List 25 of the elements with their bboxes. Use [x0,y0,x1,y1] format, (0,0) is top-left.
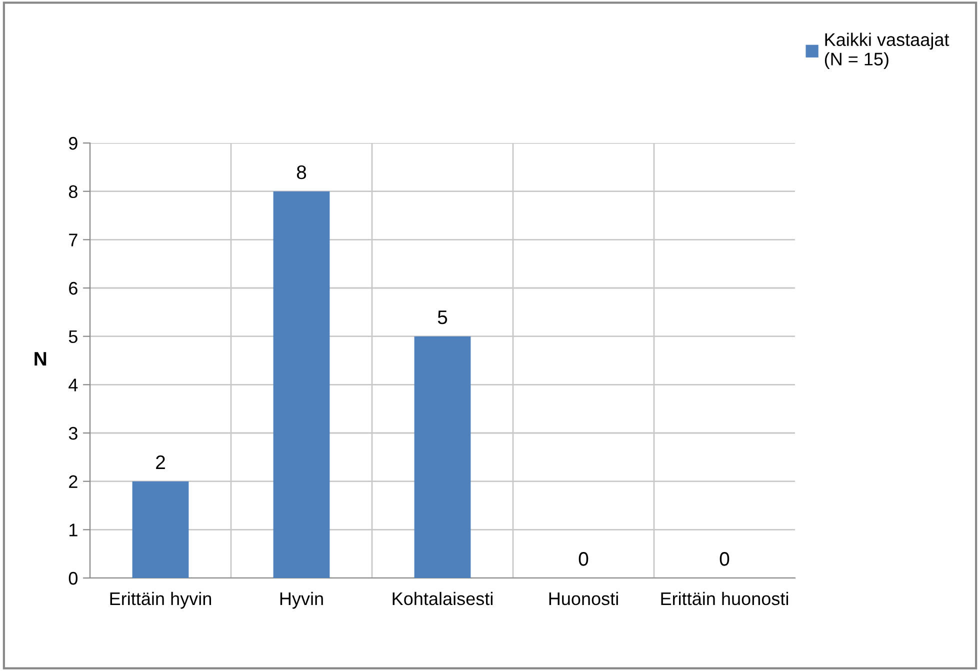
y-tick-label: 3 [68,426,78,440]
x-tick-label: Hyvin [280,592,323,609]
y-tick-label: 5 [68,330,78,344]
data-label: 0 [578,552,588,566]
y-tick-label: 1 [70,524,78,536]
data-label: 2 [156,455,165,469]
x-tick-label: Erittäin hyvin [110,592,212,609]
y-axis-title: N [34,352,46,366]
data-label: 0 [720,552,730,566]
x-tick-label: Huonosti [549,592,618,606]
y-tick-label: 6 [69,282,78,295]
x-tick-label: Kohtalaisesti [392,592,492,606]
y-tick-label: 4 [68,378,78,392]
y-tick-label: 2 [69,475,78,488]
bar [414,336,471,578]
bar [132,481,189,578]
legend-label: Kaikki vastaajat (N = 15) [824,32,950,70]
x-tick-label: Erittäin huonosti [661,592,788,606]
y-tick-label: 7 [69,234,78,246]
y-tick-label: 8 [68,185,78,198]
bar [273,191,330,578]
data-label: 8 [296,165,306,180]
data-label: 5 [438,310,448,324]
y-tick-label: 0 [68,572,78,585]
y-tick-label: 9 [69,136,78,150]
